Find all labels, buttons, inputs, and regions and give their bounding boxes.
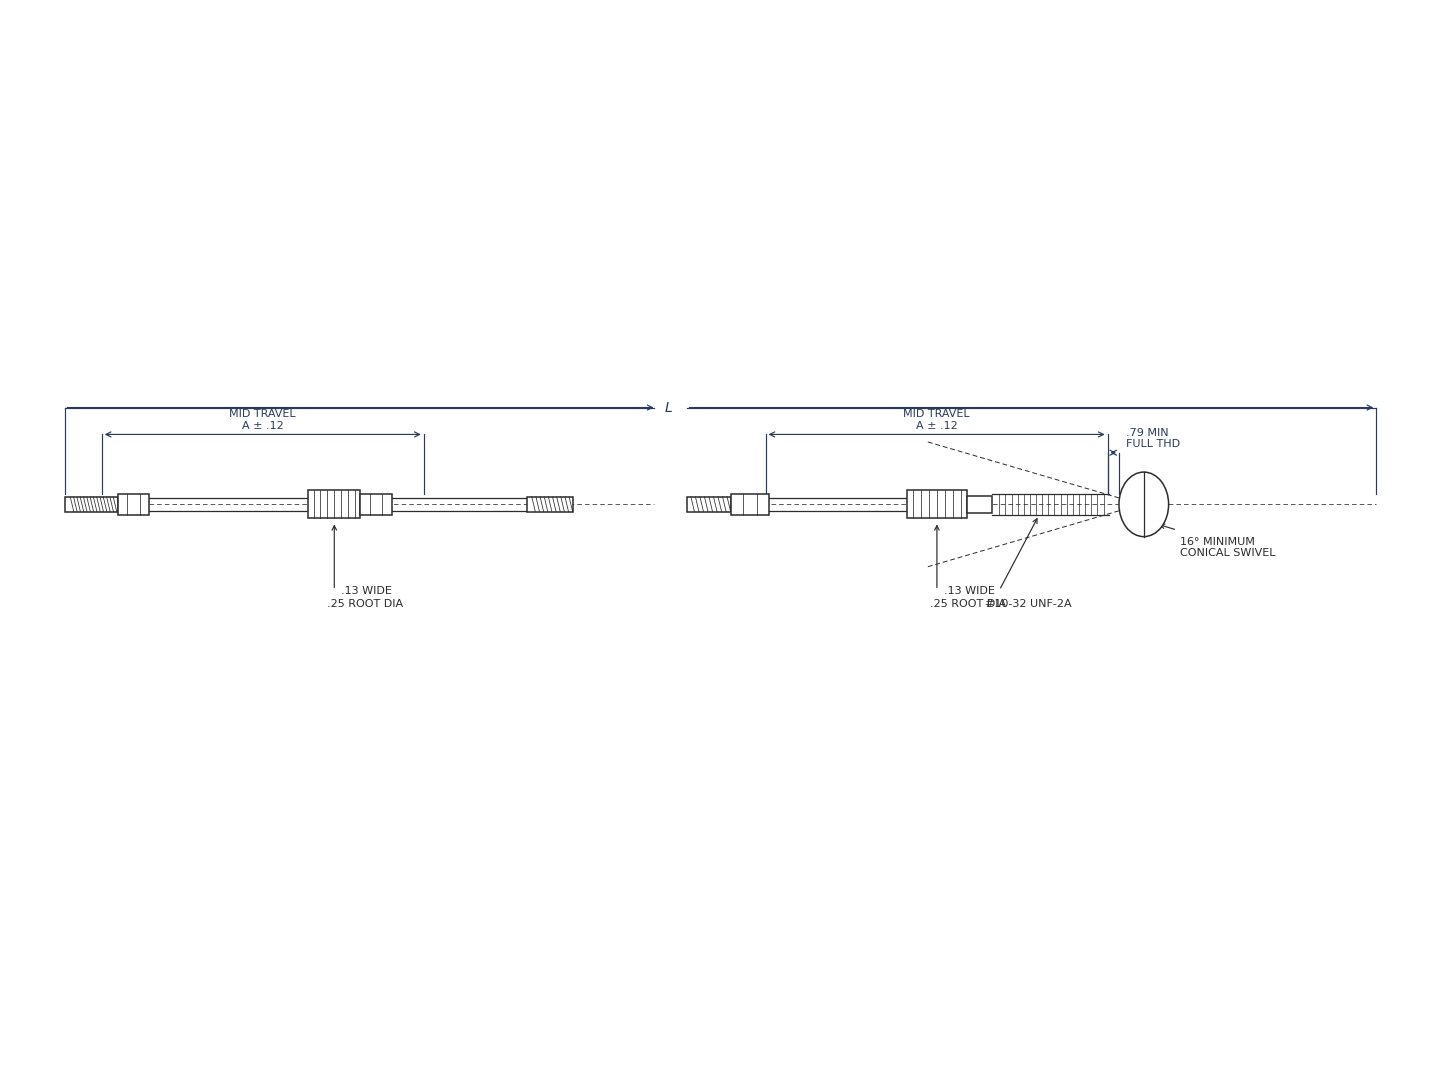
Bar bbox=[731, 493, 769, 515]
Bar bbox=[308, 490, 360, 518]
Text: A ± .12: A ± .12 bbox=[916, 422, 958, 431]
Bar bbox=[527, 496, 574, 512]
Text: MID TRAVEL: MID TRAVEL bbox=[903, 410, 970, 420]
Text: 16° MINIMUM
CONICAL SWIVEL: 16° MINIMUM CONICAL SWIVEL bbox=[1181, 537, 1276, 558]
Bar bbox=[360, 493, 392, 515]
Text: .25 ROOT DIA: .25 ROOT DIA bbox=[327, 599, 403, 609]
Text: .13 WIDE: .13 WIDE bbox=[341, 586, 393, 596]
Bar bbox=[117, 493, 149, 515]
Bar bbox=[906, 490, 967, 518]
Text: .25 ROOT DIA: .25 ROOT DIA bbox=[929, 599, 1006, 609]
Bar bbox=[967, 495, 993, 513]
Text: A ± .12: A ± .12 bbox=[241, 422, 283, 431]
Text: L: L bbox=[665, 401, 673, 414]
Text: .13 WIDE: .13 WIDE bbox=[944, 586, 996, 596]
Text: MID TRAVEL: MID TRAVEL bbox=[230, 410, 296, 420]
Ellipse shape bbox=[1118, 472, 1169, 537]
Bar bbox=[65, 496, 117, 512]
Text: #10-32 UNF-2A: #10-32 UNF-2A bbox=[985, 599, 1072, 609]
Text: .79 MIN
FULL THD: .79 MIN FULL THD bbox=[1126, 428, 1181, 450]
Bar bbox=[686, 496, 731, 512]
